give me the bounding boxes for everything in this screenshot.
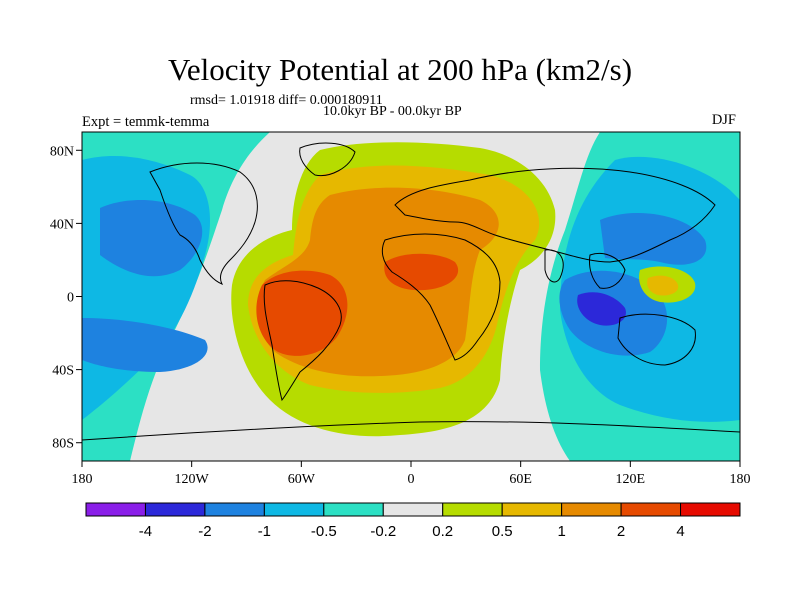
contour-neg-west-1b [82, 318, 208, 372]
colorbar-swatch [323, 502, 384, 517]
lon-tick-label: 120W [175, 472, 210, 487]
stats-subtitle: rmsd= 1.01918 diff= 0.000180911 [190, 93, 383, 108]
colorbar-swatch [561, 502, 622, 517]
colorbar-swatch [382, 502, 444, 517]
period-subtitle: 10.0kyr BP - 00.0kyr BP [323, 104, 462, 119]
lon-axis: 180 120W 60W 0 60E 120E 180 [72, 461, 751, 487]
colorbar-label: 1 [557, 523, 565, 540]
lon-tick-label: 60E [509, 472, 532, 487]
contour-pos-2b [384, 253, 459, 291]
colorbar-swatch [442, 502, 503, 517]
lat-tick-label: 40S [52, 364, 74, 379]
coast-australia [617, 313, 696, 366]
lon-tick-label: 60W [288, 472, 316, 487]
contour-neg-east-1 [600, 212, 707, 265]
colorbar-label: 2 [617, 523, 625, 540]
lat-tick-label: 80N [50, 144, 74, 159]
colorbar-swatch [263, 502, 325, 517]
coast-greenland [299, 142, 356, 177]
coast-europe-asia [394, 167, 716, 263]
contour-pos-east-1 [647, 275, 679, 296]
colorbar-swatch [144, 502, 206, 517]
colorbar-label: -0.5 [311, 523, 337, 540]
coast-africa [381, 233, 501, 361]
colorbar-label: 0.2 [432, 523, 453, 540]
lat-axis: 80N 40N 0 40S 80S [50, 144, 82, 452]
colorbar-label: -4 [139, 523, 152, 540]
colorbar-swatch [204, 502, 265, 517]
contour-neg-east-2 [577, 292, 626, 326]
lon-tick-label: 180 [72, 472, 93, 487]
colorbar-label: 4 [676, 523, 684, 540]
colorbar: -4 -2 -1 -0.5 -0.2 0.2 0.5 1 2 4 [85, 502, 741, 540]
coast-india [544, 249, 564, 283]
colorbar-label: -0.2 [370, 523, 396, 540]
colorbar-swatch [680, 502, 741, 517]
coast-south-america [263, 280, 342, 402]
colorbar-label: 0.5 [492, 523, 513, 540]
colorbar-swatch [620, 502, 682, 517]
lon-tick-label: 0 [408, 472, 415, 487]
lon-tick-label: 180 [730, 472, 751, 487]
contour-neg-west-1a [100, 199, 203, 277]
lat-tick-label: 0 [67, 291, 74, 306]
lat-tick-label: 80S [52, 437, 74, 452]
coast-southeast-asia [589, 253, 626, 289]
colorbar-label: -2 [198, 523, 211, 540]
colorbar-swatch [85, 502, 146, 517]
colorbar-swatch [501, 502, 563, 517]
season-label: DJF [711, 112, 736, 128]
lat-tick-label: 40N [50, 217, 74, 232]
experiment-label: Expt = temmk-temma [82, 114, 210, 130]
page-title: Velocity Potential at 200 hPa (km2/s) [167, 52, 633, 87]
coastlines [82, 142, 740, 441]
lon-tick-label: 120E [616, 472, 646, 487]
coast-north-america [149, 162, 258, 285]
contour-field [82, 132, 740, 461]
coast-antarctica [82, 421, 740, 441]
colorbar-label: -1 [258, 523, 271, 540]
